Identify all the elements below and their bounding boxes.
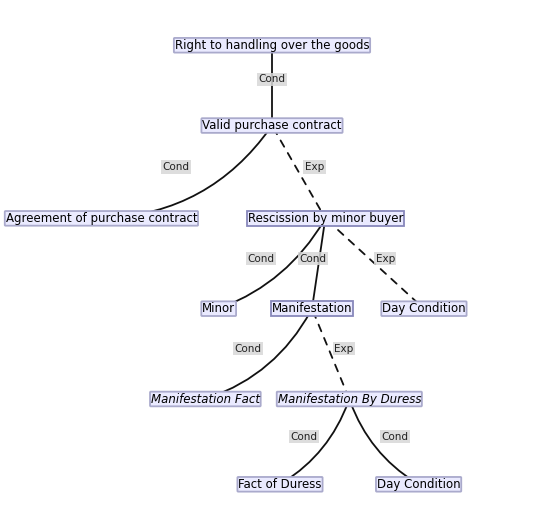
Text: Exp: Exp (305, 162, 324, 172)
Text: Valid purchase contract: Valid purchase contract (202, 119, 342, 132)
Text: Minor: Minor (202, 302, 235, 315)
Text: Cond: Cond (163, 162, 189, 172)
Text: Day Condition: Day Condition (377, 478, 460, 491)
Text: Cond: Cond (234, 344, 262, 354)
Text: Exp: Exp (376, 253, 395, 264)
Text: Manifestation: Manifestation (272, 302, 352, 315)
Text: Right to handling over the goods: Right to handling over the goods (175, 39, 369, 52)
Text: Cond: Cond (258, 74, 286, 84)
Text: Exp: Exp (335, 344, 354, 354)
Text: Fact of Duress: Fact of Duress (238, 478, 322, 491)
Text: Cond: Cond (300, 253, 327, 264)
Text: Cond: Cond (290, 432, 318, 442)
Text: Cond: Cond (381, 432, 408, 442)
Text: Manifestation Fact: Manifestation Fact (151, 393, 260, 406)
Text: Cond: Cond (248, 253, 275, 264)
Text: Agreement of purchase contract: Agreement of purchase contract (5, 212, 197, 225)
Text: Rescission by minor buyer: Rescission by minor buyer (248, 212, 403, 225)
Text: Day Condition: Day Condition (382, 302, 466, 315)
Text: Manifestation By Duress: Manifestation By Duress (277, 393, 421, 406)
